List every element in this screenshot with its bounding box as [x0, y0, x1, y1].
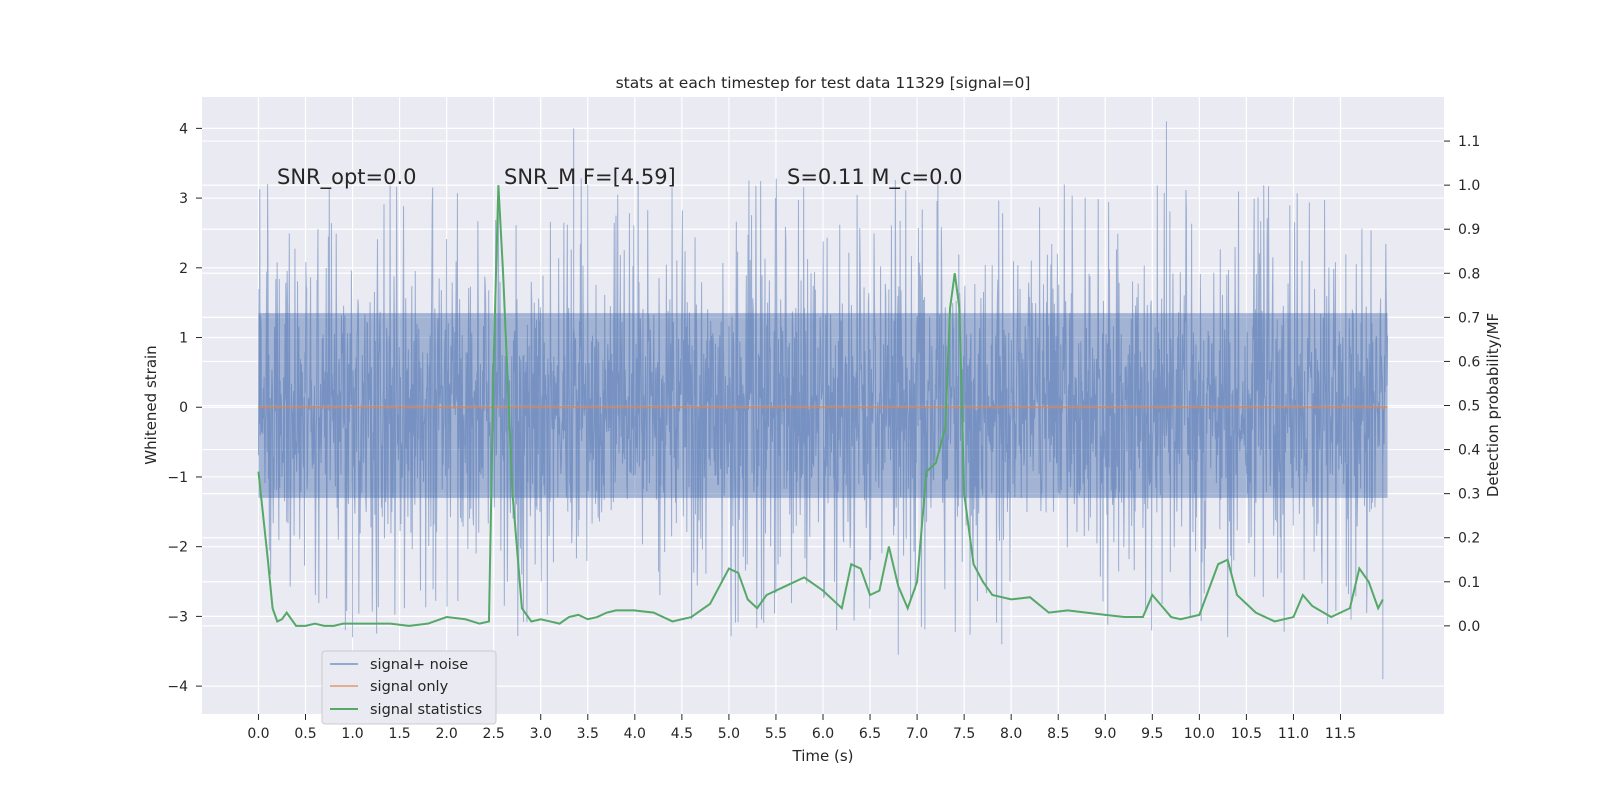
signal-statistics-line: [257, 185, 1384, 627]
legend-label-signal-statistics: signal statistics: [370, 702, 482, 718]
x-tick-label: 10.5: [1231, 726, 1262, 742]
legend-box: [321, 650, 497, 725]
y-left-tick-label: −4: [167, 679, 188, 695]
x-tick-label: 9.5: [1141, 726, 1163, 742]
x-tick-label: 7.5: [953, 726, 975, 742]
annotation-snr-mf: SNR_M F=[4.59]: [504, 165, 676, 190]
y-right-tick-label: 0.2: [1458, 531, 1480, 547]
y-left-tick-label: −3: [167, 609, 188, 625]
y-right-tick-label: 0.7: [1458, 310, 1480, 326]
x-tick-label: 6.5: [859, 726, 881, 742]
y-axis-left-ticks: −4 −3 −2 −1 0 1 2 3 4: [167, 121, 202, 695]
signal-noise-series: [257, 121, 1389, 680]
y-right-tick-label: 0.9: [1458, 222, 1480, 238]
x-tick-label: 5.0: [718, 726, 740, 742]
x-tick-label: 8.5: [1047, 726, 1069, 742]
y-right-tick-label: 0.6: [1458, 354, 1480, 370]
x-tick-label: 7.0: [906, 726, 928, 742]
x-tick-label: 0.5: [294, 726, 316, 742]
legend: signal+ noise signal only signal statist…: [321, 650, 497, 725]
legend-label-signal-noise: signal+ noise: [370, 657, 468, 673]
x-tick-label: 9.0: [1094, 726, 1116, 742]
y-left-tick-label: 2: [179, 261, 188, 277]
x-tick-label: 8.0: [1000, 726, 1022, 742]
legend-label-signal-only: signal only: [370, 679, 449, 695]
x-tick-label: 5.5: [765, 726, 787, 742]
annotation-s-mc: S=0.11 M_c=0.0: [787, 165, 963, 190]
x-tick-label: 0.0: [247, 726, 269, 742]
x-tick-label: 3.5: [577, 726, 599, 742]
y-right-tick-label: 0.3: [1458, 487, 1480, 503]
x-tick-label: 10.0: [1184, 726, 1215, 742]
y-left-tick-label: 1: [179, 331, 188, 347]
y-right-tick-label: 0.1: [1458, 575, 1480, 591]
y-axis-right-label: Detection probability/MF: [1484, 313, 1502, 497]
y-left-tick-label: −1: [167, 470, 188, 486]
y-right-tick-label: 1.0: [1458, 178, 1480, 194]
chart-title: stats at each timestep for test data 113…: [616, 74, 1031, 92]
grid-lines: [202, 97, 1444, 714]
annotation-snr-opt: SNR_opt=0.0: [277, 165, 417, 190]
x-tick-label: 6.0: [812, 726, 834, 742]
signal-noise-line: [257, 121, 1389, 680]
y-left-tick-label: −2: [167, 540, 188, 556]
y-right-tick-label: 0.8: [1458, 266, 1480, 282]
x-axis-label: Time (s): [792, 747, 854, 765]
x-tick-label: 4.5: [671, 726, 693, 742]
x-tick-label: 1.5: [388, 726, 410, 742]
y-left-tick-label: 4: [179, 121, 188, 137]
y-right-tick-label: 1.1: [1458, 134, 1480, 150]
y-axis-left-label: Whitened strain: [142, 345, 160, 464]
signal-statistics-series: [257, 185, 1384, 627]
x-tick-label: 4.0: [624, 726, 646, 742]
x-tick-label: 2.0: [436, 726, 458, 742]
y-right-tick-label: 0.0: [1458, 619, 1480, 635]
x-tick-label: 11.0: [1278, 726, 1309, 742]
y-right-tick-label: 0.4: [1458, 443, 1480, 459]
x-tick-label: 3.0: [530, 726, 552, 742]
x-tick-label: 1.0: [341, 726, 363, 742]
y-left-tick-label: 0: [179, 400, 188, 416]
y-left-tick-label: 3: [179, 191, 188, 207]
x-axis-ticks: 0.0 0.5 1.0 1.5 2.0 2.5 3.0 3.5 4.0 4.5 5.0 5.5 6.0 6…: [247, 714, 1356, 742]
y-axis-right-ticks: 0.0 0.1 0.2 0.3 0.4 0.5 0.6 0.7 0.8 0.9 1.0 1.1: [1444, 134, 1480, 635]
x-tick-label: 11.5: [1325, 726, 1356, 742]
y-right-tick-label: 0.5: [1458, 399, 1480, 415]
x-tick-label: 2.5: [483, 726, 505, 742]
